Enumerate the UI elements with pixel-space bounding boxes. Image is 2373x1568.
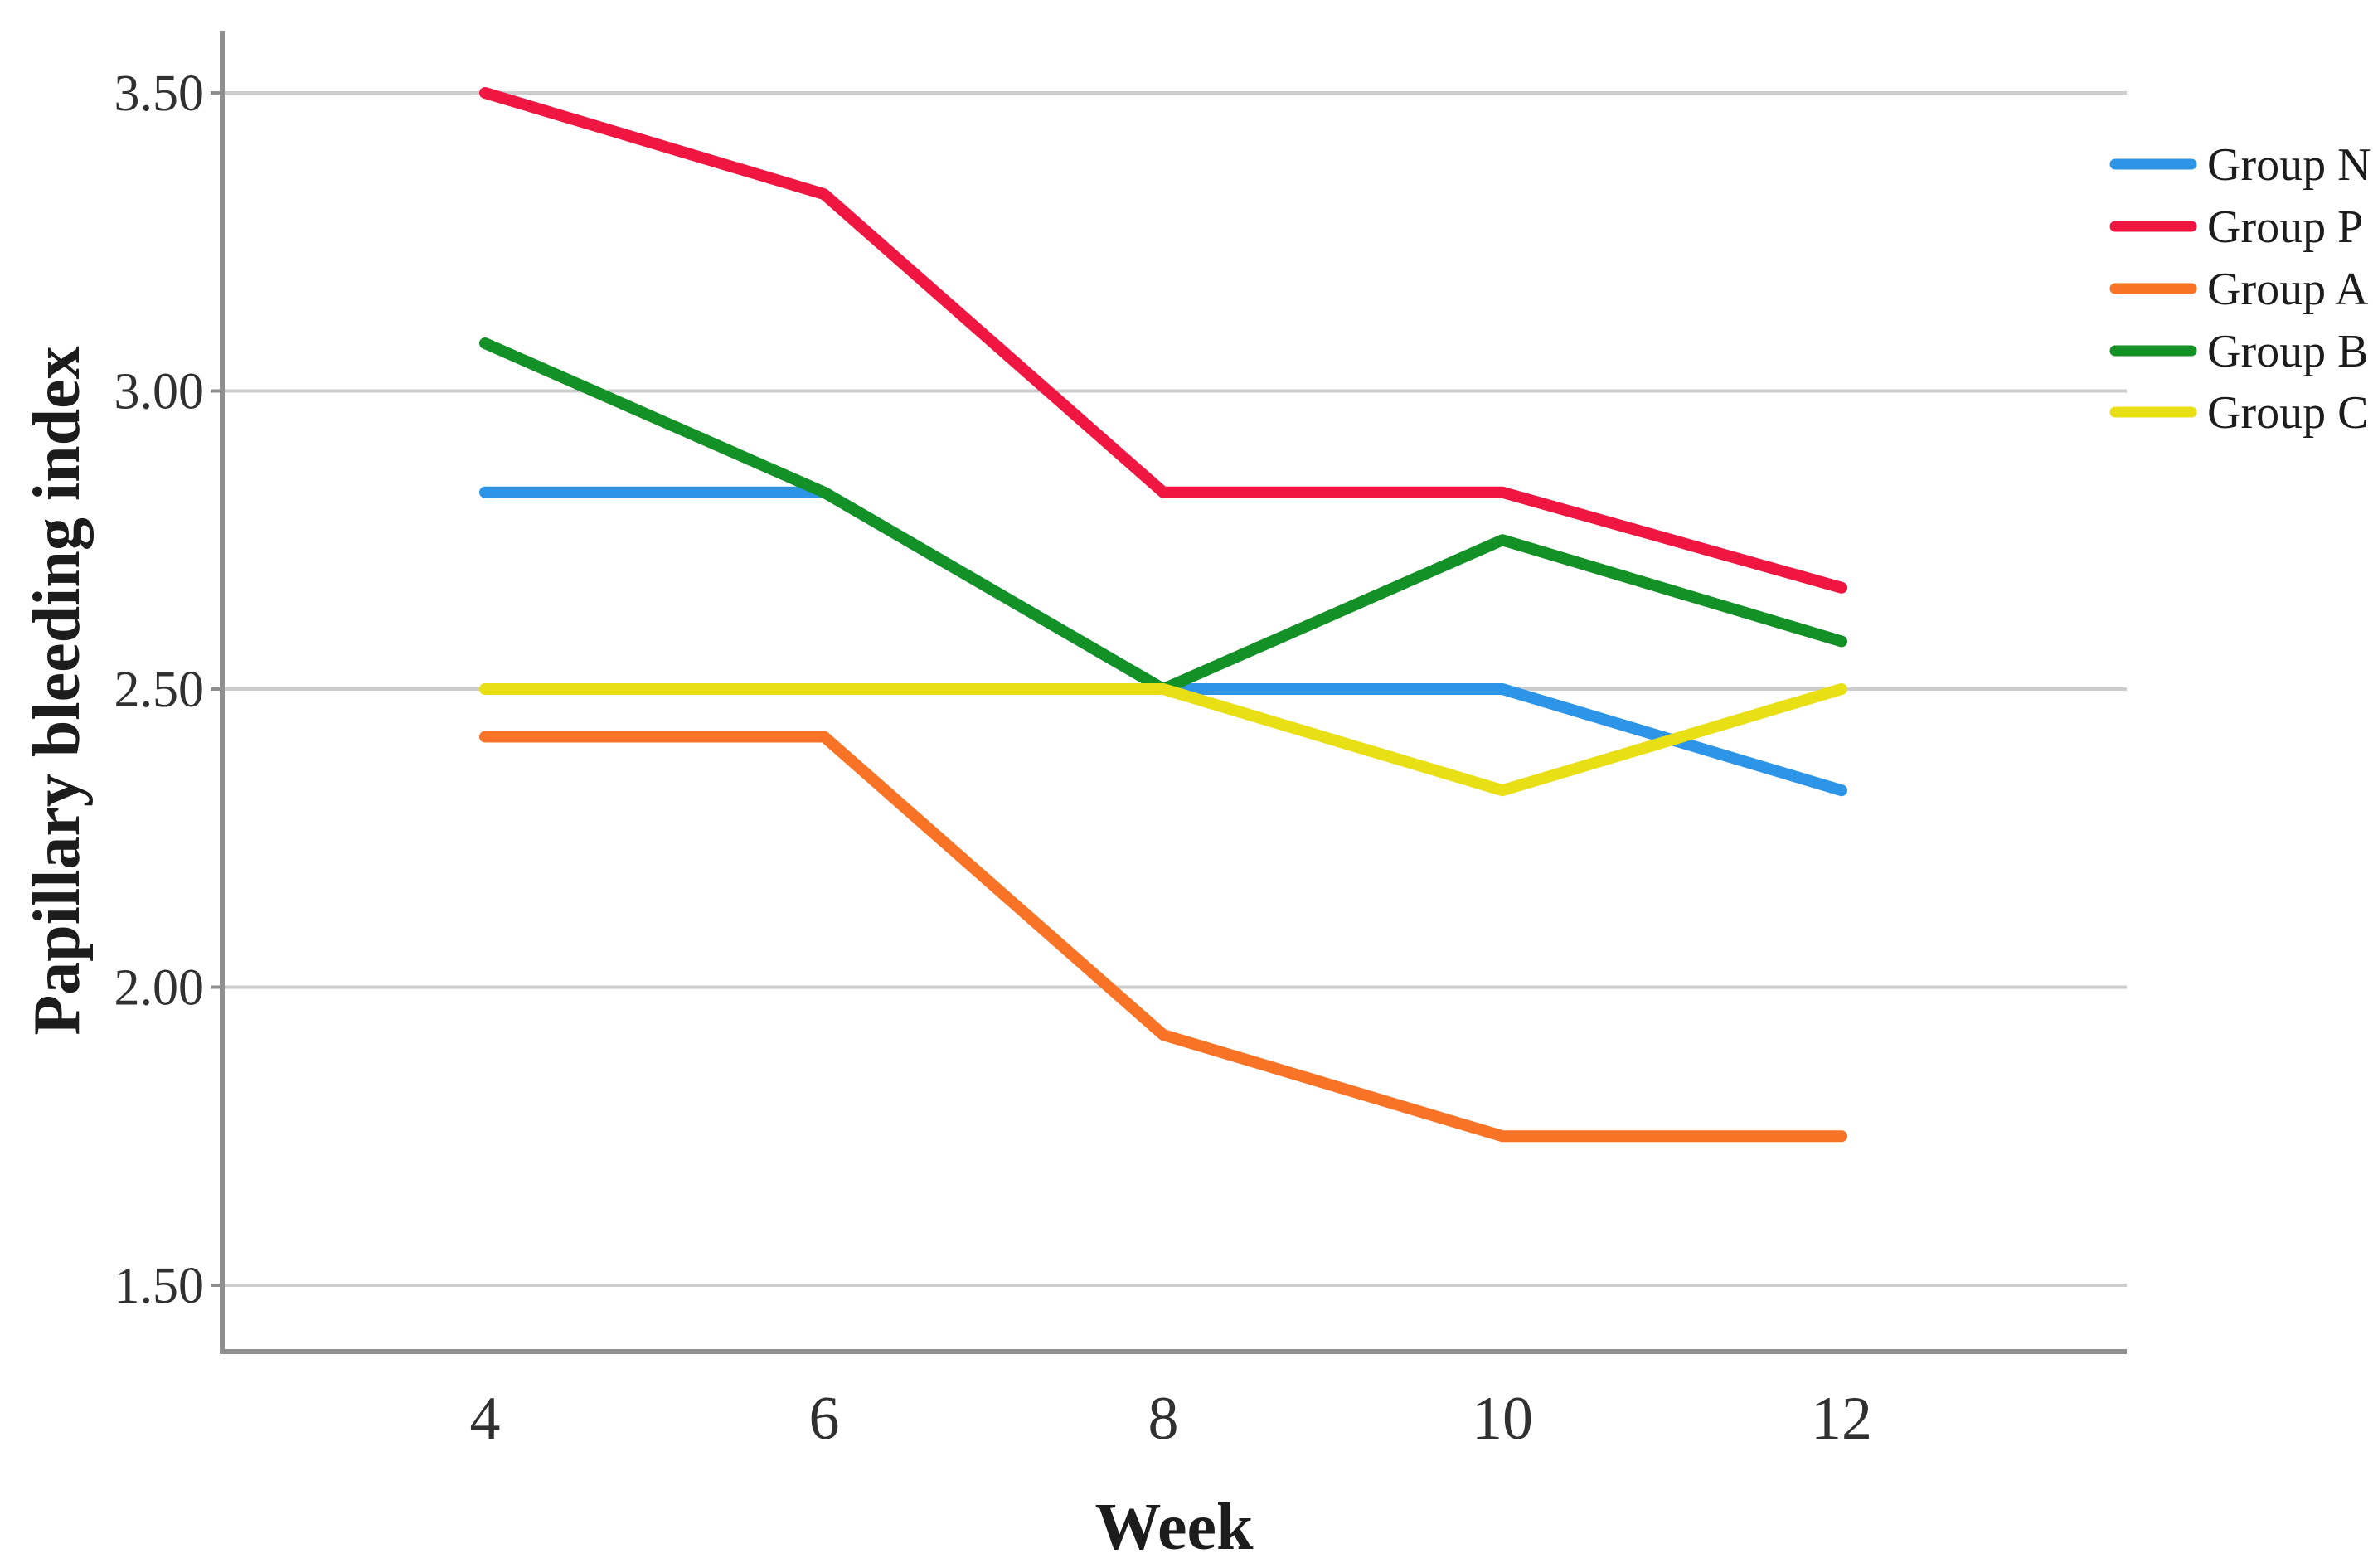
y-axis-title: Papillary bleeding index bbox=[21, 346, 94, 1035]
y-tick-label: 3.00 bbox=[114, 364, 205, 420]
series-line-group-b bbox=[479, 337, 1847, 695]
y-axis-ticks: 3.50 3.00 2.50 2.00 1.50 bbox=[114, 66, 222, 1314]
x-tick-label: 4 bbox=[470, 1385, 501, 1453]
y-tick-label: 3.50 bbox=[114, 66, 205, 122]
x-tick-label: 6 bbox=[809, 1385, 840, 1453]
series-layer bbox=[479, 87, 1847, 1143]
legend-label: Group C bbox=[2207, 387, 2368, 439]
y-tick-label: 1.50 bbox=[114, 1258, 205, 1314]
series-line-group-c bbox=[479, 683, 1847, 797]
legend: Group N Group P Group A Group B Group C bbox=[2109, 139, 2371, 439]
series-line-group-a bbox=[479, 731, 1847, 1143]
y-tick-label: 2.50 bbox=[114, 662, 205, 718]
legend-item-group-n: Group N bbox=[2109, 139, 2371, 191]
legend-label: Group N bbox=[2207, 139, 2371, 191]
x-tick-label: 12 bbox=[1811, 1385, 1872, 1453]
x-axis-ticks: 4 6 8 10 12 bbox=[470, 1385, 1873, 1453]
legend-item-group-a: Group A bbox=[2109, 264, 2369, 315]
legend-item-group-p: Group P bbox=[2109, 201, 2363, 253]
legend-label: Group P bbox=[2207, 201, 2363, 253]
x-tick-label: 10 bbox=[1472, 1385, 1533, 1453]
x-tick-label: 8 bbox=[1148, 1385, 1179, 1453]
legend-label: Group A bbox=[2207, 264, 2369, 315]
x-axis-title: Week bbox=[1094, 1491, 1254, 1564]
legend-item-group-b: Group B bbox=[2109, 326, 2368, 377]
legend-label: Group B bbox=[2207, 326, 2368, 377]
series-line-group-p bbox=[479, 87, 1847, 594]
y-tick-label: 2.00 bbox=[114, 960, 205, 1017]
legend-item-group-c: Group C bbox=[2109, 387, 2368, 439]
